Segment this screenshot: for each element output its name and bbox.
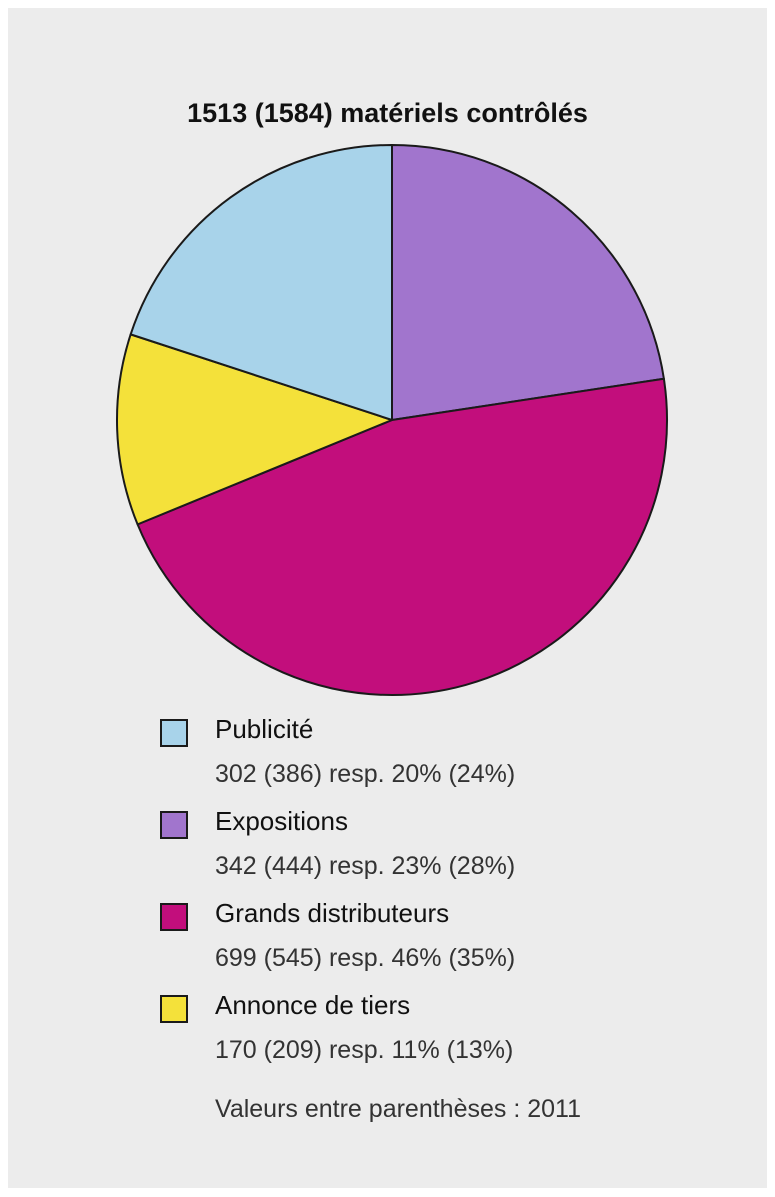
pie-slice-expositions (391, 144, 665, 421)
legend-item-publicite: Publicité 302 (386) resp. 20% (24%) (160, 712, 680, 804)
legend-item-expositions: Expositions 342 (444) resp. 23% (28%) (160, 804, 680, 896)
legend-item-annonce-de-tiers: Annonce de tiers 170 (209) resp. 11% (13… (160, 988, 680, 1080)
pie-slice-publicite (129, 144, 393, 421)
legend-value-annonce-de-tiers: 170 (209) resp. 11% (13%) (215, 1036, 514, 1064)
pie-chart (116, 144, 668, 696)
legend-item-grands-distributeurs: Grands distributeurs 699 (545) resp. 46%… (160, 896, 680, 988)
footnote: Valeurs entre parenthèses : 2011 (215, 1095, 581, 1123)
legend-swatch-publicite (160, 719, 188, 747)
legend-label-publicite: Publicité (215, 714, 314, 744)
legend-swatch-grands-distributeurs (160, 903, 188, 931)
pie-slice-grands-distributeurs (136, 377, 668, 696)
legend-swatch-expositions (160, 811, 188, 839)
legend-value-expositions: 342 (444) resp. 23% (28%) (215, 852, 516, 880)
legend-swatch-annonce-de-tiers (160, 995, 188, 1023)
legend-label-grands-distributeurs: Grands distributeurs (215, 898, 450, 928)
legend-value-publicite: 302 (386) resp. 20% (24%) (215, 760, 516, 788)
pie-slice-annonce-de-tiers (116, 333, 393, 526)
legend-label-annonce-de-tiers: Annonce de tiers (215, 990, 411, 1020)
legend: Publicité 302 (386) resp. 20% (24%) Expo… (160, 712, 680, 1080)
legend-label-expositions: Expositions (215, 806, 348, 836)
legend-value-grands-distributeurs: 699 (545) resp. 46% (35%) (215, 944, 516, 972)
chart-title: 1513 (1584) matériels contrôlés (187, 98, 588, 128)
